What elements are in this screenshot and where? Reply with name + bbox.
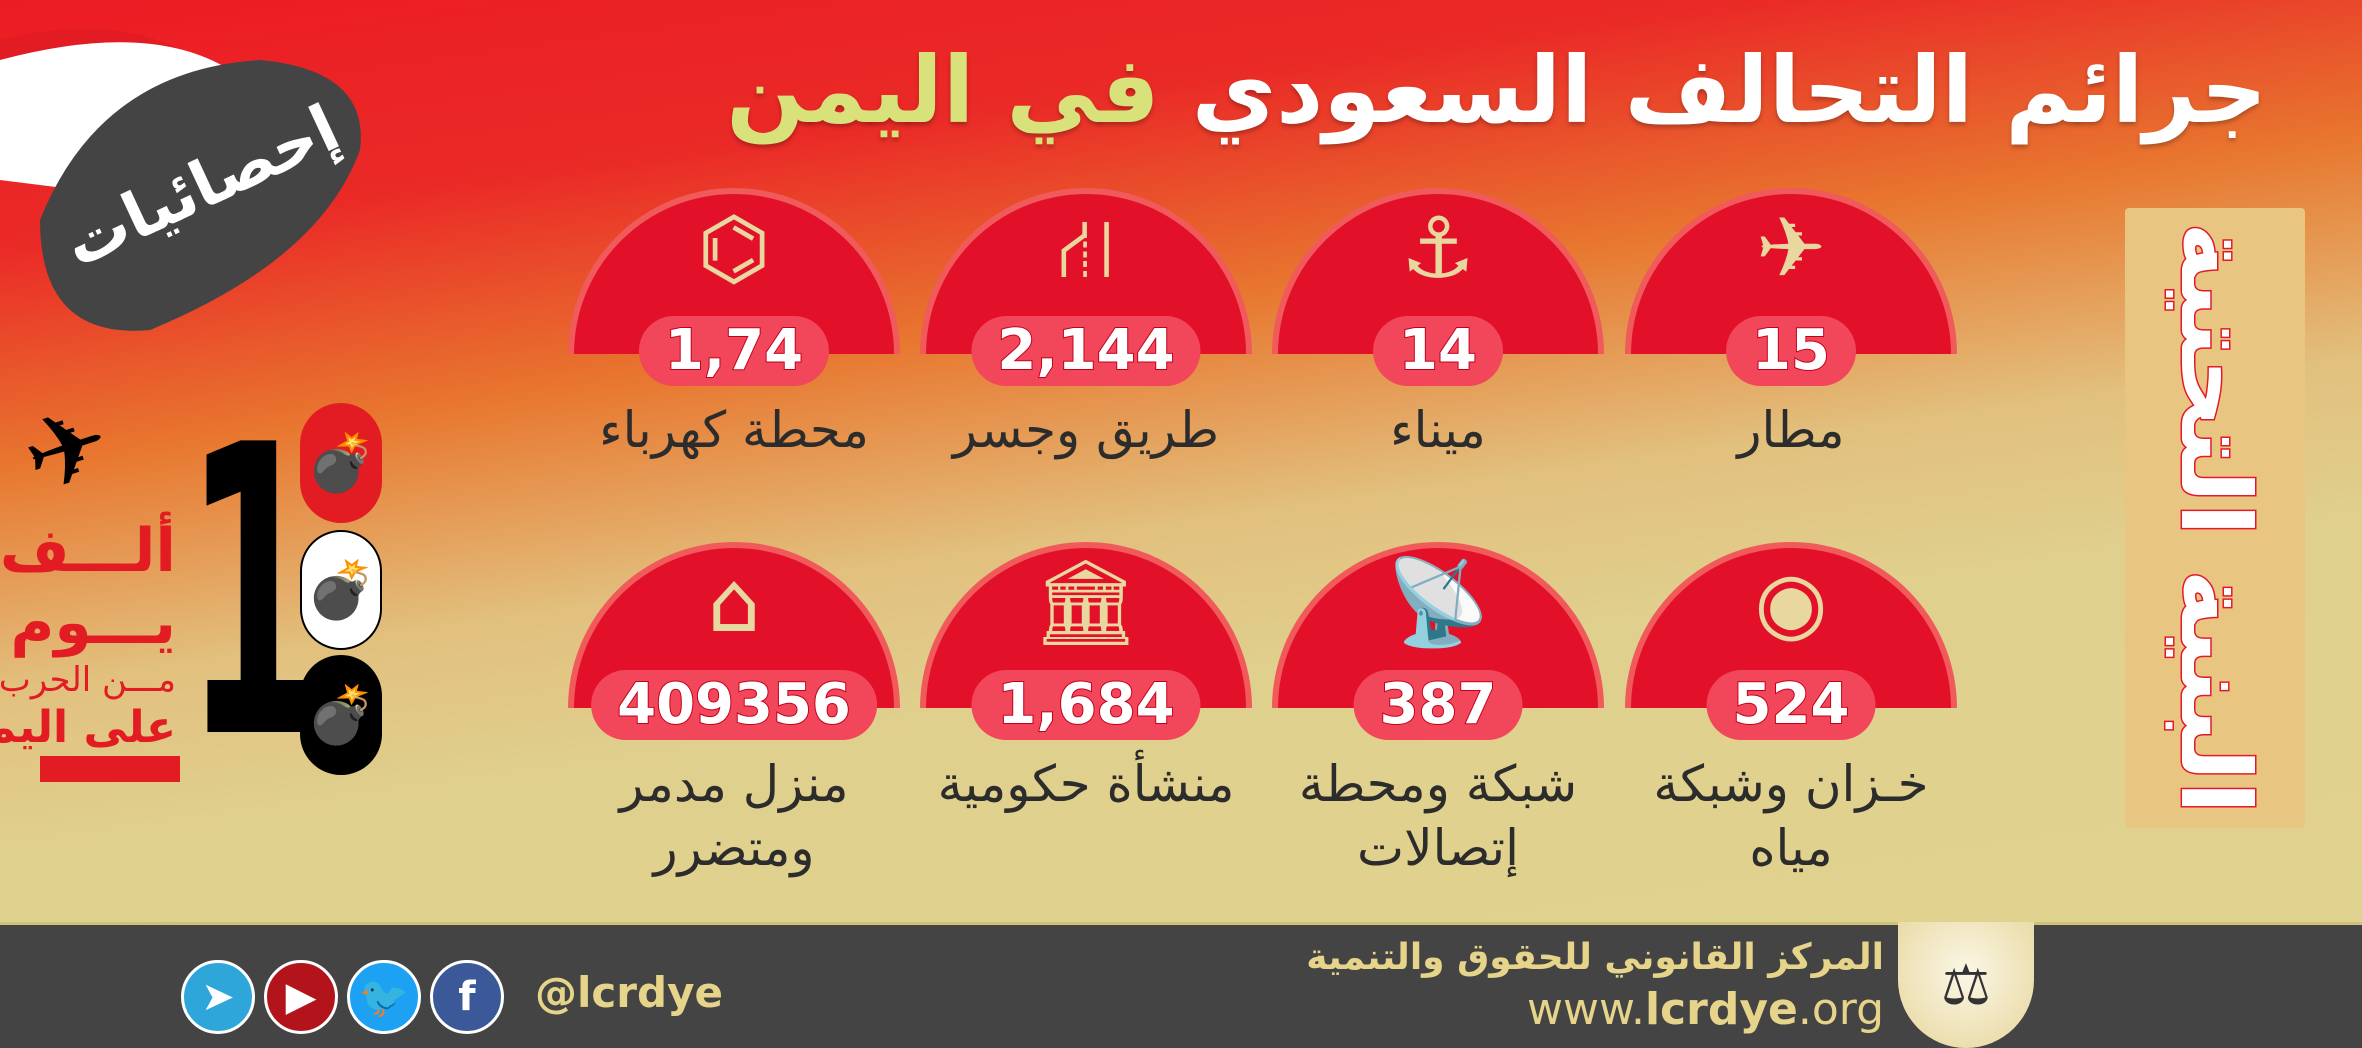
fighter-jet-icon: ✈ [8,380,125,519]
stat-value: 14 [1373,316,1503,386]
stat-card: ⌂ 409356 منزل مدمر ومتضرر [568,542,900,877]
website-link[interactable]: www.lcrdye.org [1527,984,1884,1035]
stat-value: 1,74 [638,316,830,386]
stat-label: طريق وجسر [952,401,1220,459]
day-text: يـــوم [10,588,176,658]
satellite-dish-icon: 📡 [1385,553,1491,651]
youtube-icon[interactable]: ▶ [264,960,338,1034]
airplane-icon: ✈ [1755,199,1827,297]
stat-value: 15 [1726,316,1856,386]
stat-card: 📡 387 شبكة ومحطة إتصالات [1272,542,1604,877]
stat-label: مطار [1737,401,1845,459]
anchor-icon: ⚓ [1400,199,1476,297]
social-handle[interactable]: @lcrdye [535,968,723,1017]
government-building-icon: 🏛 [1032,553,1140,651]
stat-label: محطة كهرباء [599,401,869,459]
scales-icon: ⚖ [1940,952,1992,1018]
org-name: المركز القانوني للحقوق والتنمية [1306,937,1884,978]
lcrd-logo: ⚖ [1898,922,2034,1048]
stat-value: 387 [1353,670,1523,740]
bomb-zero-white: 💣 [300,530,382,650]
stat-label: منزل مدمر ومتضرر [619,755,849,877]
side-banner-text: البنية التحتية [2158,220,2273,815]
stat-label: منشأة حكومية [937,755,1235,813]
stat-value: 409356 [591,670,877,740]
stat-value: 1,684 [971,670,1201,740]
stat-label: خـزان وشبكة مياه [1653,755,1929,877]
water-icon: ◉ [1754,553,1828,651]
stat-label: ميناء [1390,401,1486,459]
power-tower-icon: ⌬ [697,199,771,297]
stat-card: 🏛 1,684 منشأة حكومية [920,542,1252,813]
stats-badge [0,28,361,331]
stat-value: 2,144 [971,316,1201,386]
big-number-one: 1 [184,362,324,827]
stat-card: ⌬ 1,74 محطة كهرباء [568,188,900,459]
stat-card: ◉ 524 خـزان وشبكة مياه [1625,542,1957,877]
side-banner: البنية التحتية [2125,208,2305,828]
stat-card: ✈ 15 مطار [1625,188,1957,459]
road-icon: ⛙ [1056,199,1116,297]
facebook-icon[interactable]: f [430,960,504,1034]
stat-card: ⛙ 2,144 طريق وجسر [920,188,1252,459]
of-war-text: مـــن الحرب [0,660,176,700]
telegram-icon[interactable]: ➤ [181,960,255,1034]
twitter-icon[interactable]: 🐦 [347,960,421,1034]
stat-card: ⚓ 14 ميناء [1272,188,1604,459]
thousand-text: ألـــف [0,516,176,586]
page-title: جرائم التحالف السعودي في اليمن [726,40,2267,141]
bomb-zero-black: 💣 [300,655,382,775]
red-bar [40,756,180,782]
title-highlight: في اليمن [726,37,1160,144]
bomb-zero-red: 💣 [300,403,382,523]
stat-value: 524 [1706,670,1876,740]
stat-label: شبكة ومحطة إتصالات [1298,755,1578,877]
house-icon: ⌂ [707,553,761,651]
title-main: جرائم التحالف السعودي [1191,37,2267,144]
on-yemen-text: على اليمن [0,702,176,753]
